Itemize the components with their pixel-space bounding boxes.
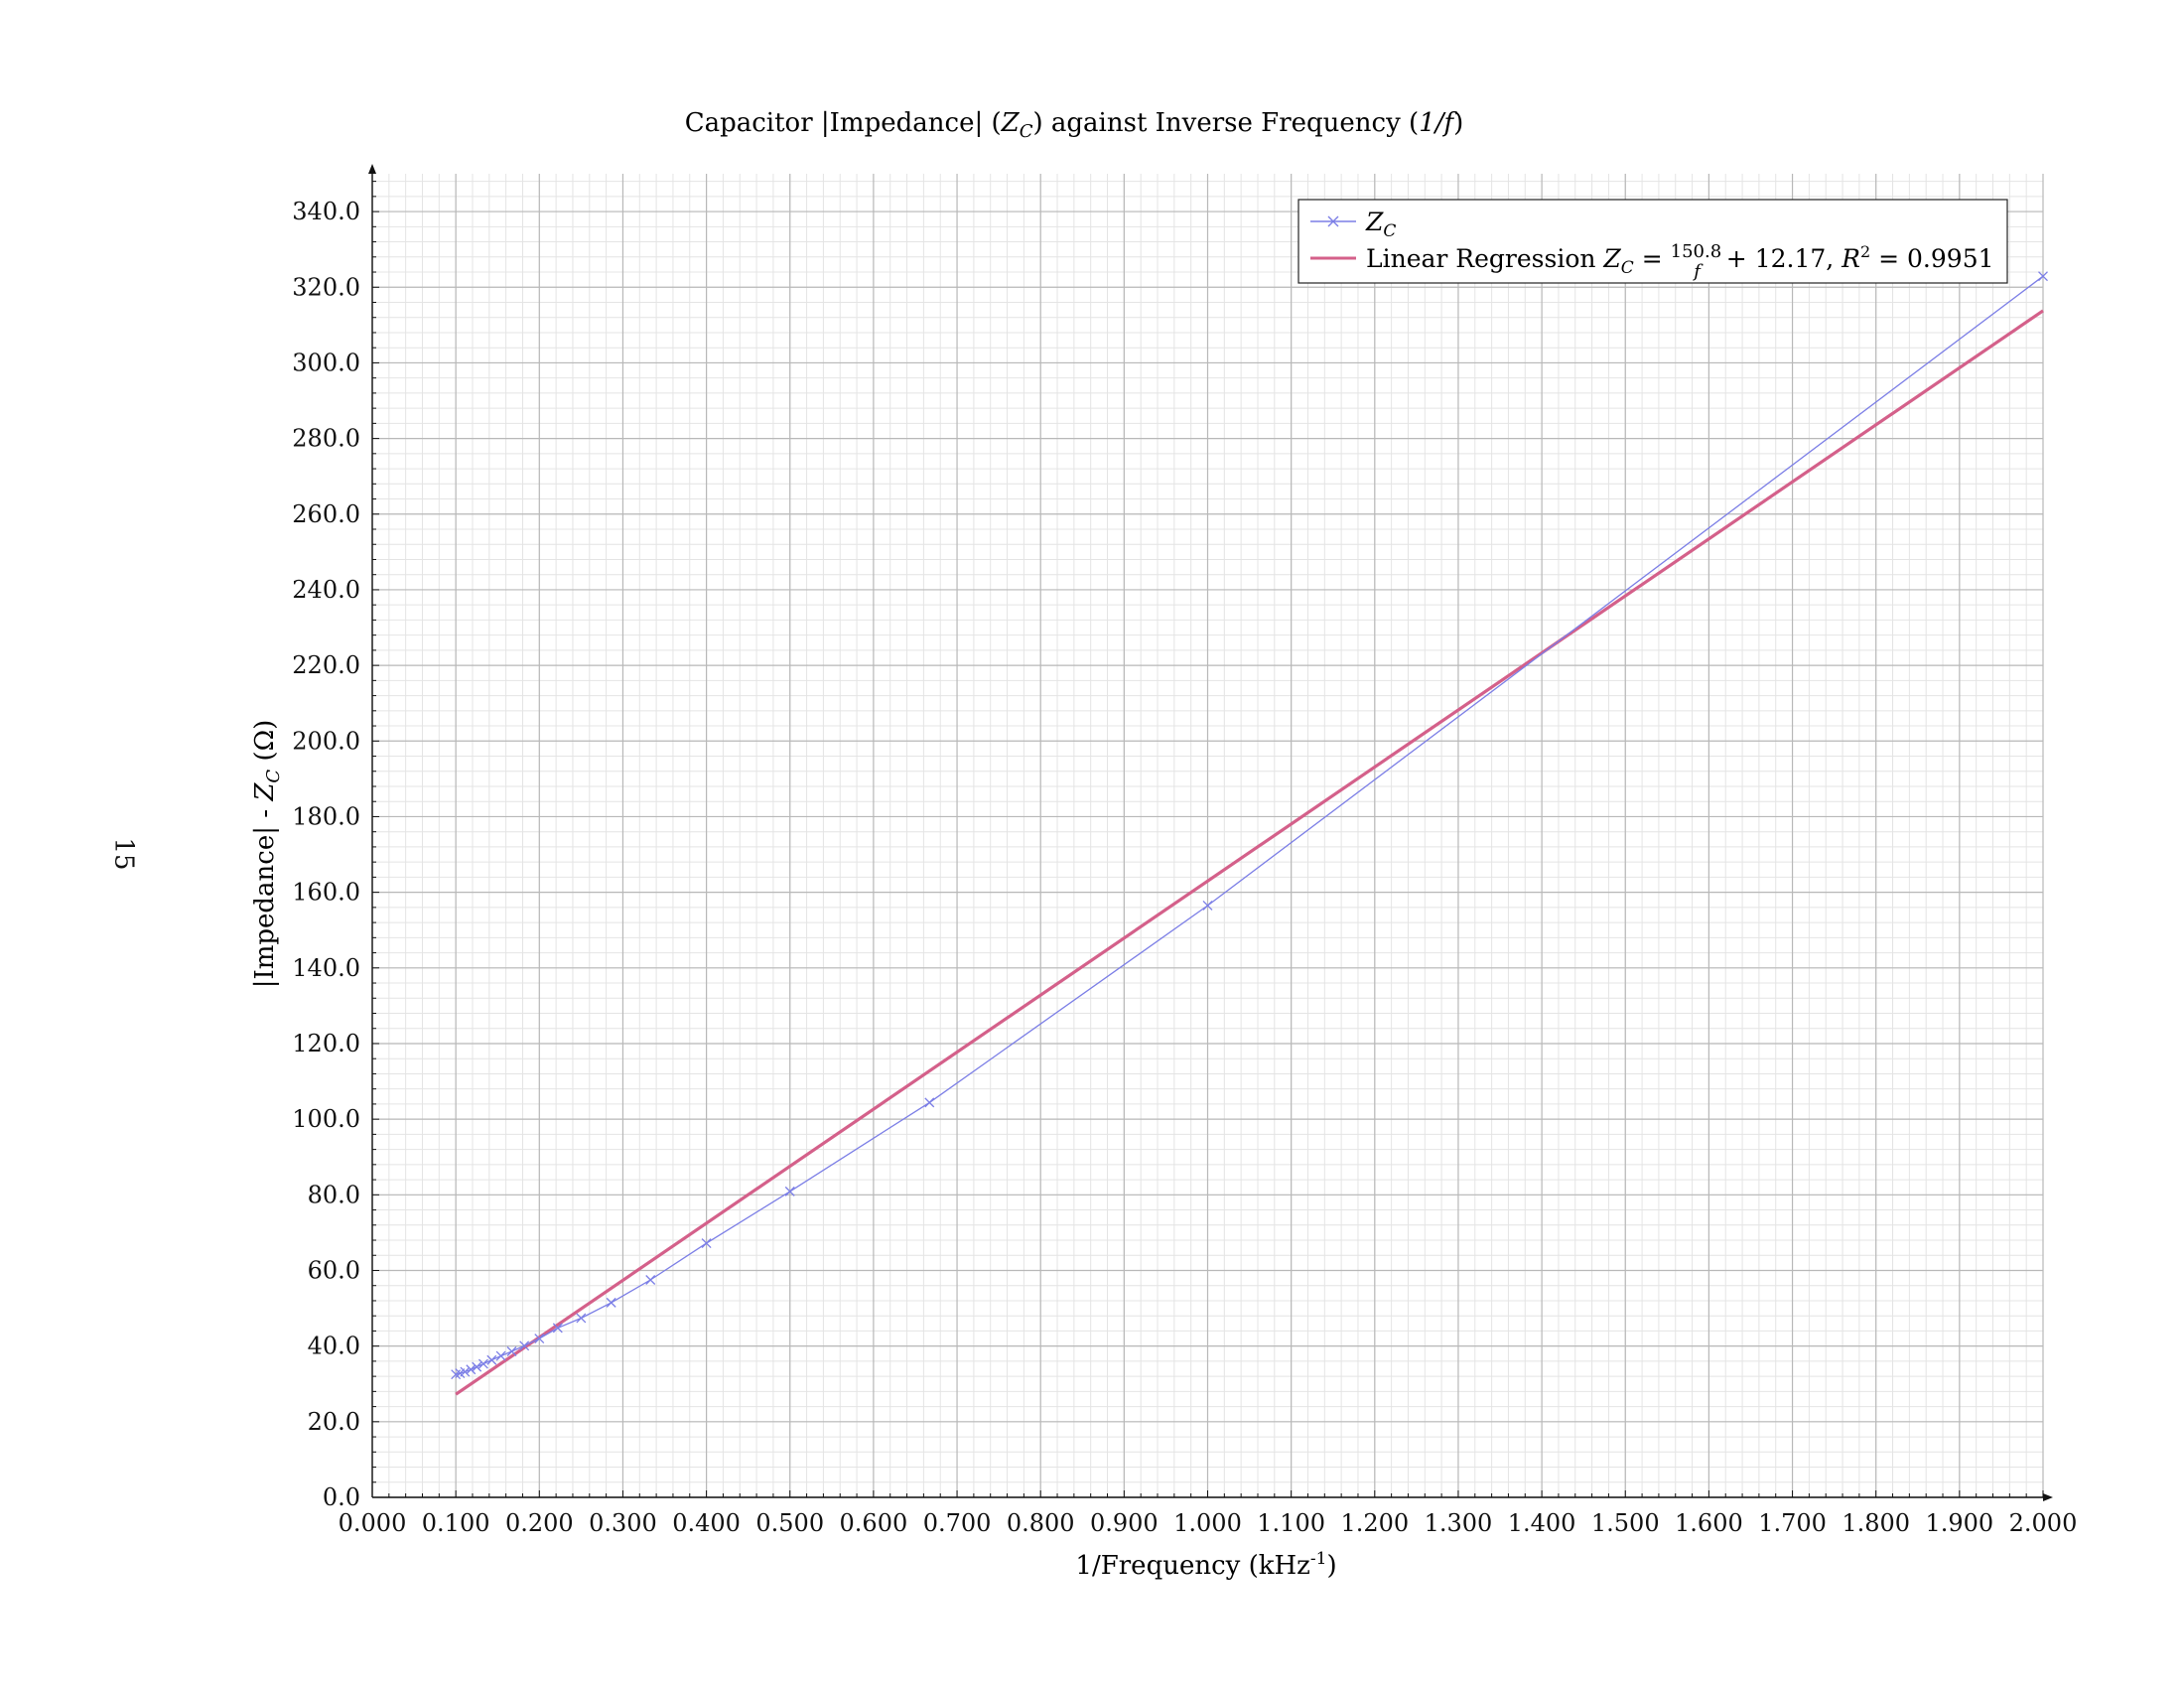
x-tick-label: 1.800 (1842, 1509, 1910, 1537)
x-tick-label: 0.600 (840, 1509, 908, 1537)
y-axis-arrow (368, 164, 376, 174)
y-tick-label: 180.0 (292, 802, 360, 830)
y-tick-labels: 0.0 20.0 40.0 60.0 80.0 100.0 120.0 140.0 160.0 1… (292, 198, 360, 1511)
chart-title: Capacitor |Impedance| (ZC) against Inver… (685, 108, 1464, 142)
y-tick-label: 140.0 (292, 954, 360, 982)
y-tick-label: 260.0 (292, 500, 360, 528)
x-tick-label: 1.700 (1758, 1509, 1827, 1537)
zc-point (534, 1334, 545, 1343)
y-tick-label: 0.0 (323, 1483, 360, 1511)
zc-point (924, 1097, 935, 1108)
x-tick-label: 0.800 (1007, 1509, 1075, 1537)
x-tick-label: 1.000 (1173, 1509, 1242, 1537)
zc-point (478, 1358, 488, 1369)
x-tick-label: 2.000 (2009, 1509, 2078, 1537)
grid-major (371, 174, 2044, 1498)
zc-point (466, 1364, 477, 1375)
zc-point (472, 1361, 482, 1372)
x-tick-label: 0.200 (505, 1509, 574, 1537)
y-tick-label: 280.0 (292, 425, 360, 453)
x-tick-label: 0.000 (339, 1509, 407, 1537)
y-tick-label: 200.0 (292, 727, 360, 755)
zc-point (784, 1186, 795, 1196)
legend-marker-zc (1327, 215, 1339, 227)
regression-line (455, 309, 2044, 1396)
zc-point (506, 1346, 517, 1356)
x-axis-arrow (2043, 1493, 2053, 1501)
y-tick-label: 40.0 (308, 1333, 360, 1360)
x-tick-label: 0.500 (755, 1509, 824, 1537)
x-tick-label: 1.600 (1675, 1509, 1743, 1537)
x-tick-label: 1.300 (1425, 1509, 1493, 1537)
y-tick-label: 340.0 (292, 198, 360, 225)
x-tick-label: 1.400 (1508, 1509, 1576, 1537)
zc-point (460, 1366, 471, 1377)
x-tick-label: 0.300 (589, 1509, 657, 1537)
zc-point (2038, 271, 2048, 282)
zc-point (1202, 900, 1213, 911)
y-axis-label: |Impedance| - ZC (Ω) (250, 720, 284, 989)
y-tick-label: 300.0 (292, 349, 360, 376)
axes (368, 164, 2053, 1501)
zc-point (519, 1340, 530, 1351)
y-tick-label: 80.0 (308, 1181, 360, 1208)
x-tick-label: 1.900 (1925, 1509, 1993, 1537)
legend-label-zc: ZC (1365, 208, 1396, 241)
x-tick-label: 0.700 (923, 1509, 992, 1537)
y-tick-label: 120.0 (292, 1030, 360, 1057)
y-tick-label: 60.0 (308, 1256, 360, 1284)
zc-point (552, 1323, 563, 1334)
x-tick-labels: 0.000 0.100 0.200 0.300 0.400 0.500 0.600 0.700… (339, 1509, 2078, 1537)
legend: ZC Linear Regression ZC = 150.8 f + 12.17… (1297, 199, 2008, 284)
y-tick-label: 320.0 (292, 273, 360, 301)
zc-point (701, 1238, 712, 1249)
x-axis-label: 1/Frequency (kHz-1) (1075, 1549, 1336, 1581)
x-tick-label: 0.400 (672, 1509, 741, 1537)
series-layer (451, 271, 2048, 1396)
y-tick-label: 220.0 (292, 651, 360, 679)
y-tick-label: 160.0 (292, 879, 360, 907)
zc-point (486, 1354, 497, 1365)
zc-point (495, 1350, 506, 1361)
x-tick-label: 0.900 (1090, 1509, 1159, 1537)
page-number: 15 (108, 837, 139, 871)
x-tick-label: 1.500 (1591, 1509, 1660, 1537)
y-tick-label: 100.0 (292, 1105, 360, 1133)
y-tick-label: 20.0 (308, 1408, 360, 1436)
x-tick-label: 1.200 (1340, 1509, 1409, 1537)
y-tick-label: 240.0 (292, 576, 360, 604)
zc-point (606, 1297, 616, 1308)
zc-point (645, 1275, 656, 1285)
x-tick-label: 0.100 (422, 1509, 490, 1537)
legend-box (1297, 199, 2008, 284)
x-tick-label: 1.100 (1257, 1509, 1325, 1537)
zc-point (576, 1313, 587, 1324)
legend-label-regression: Linear Regression ZC = 150.8 f + 12.17, R… (1366, 241, 1994, 282)
